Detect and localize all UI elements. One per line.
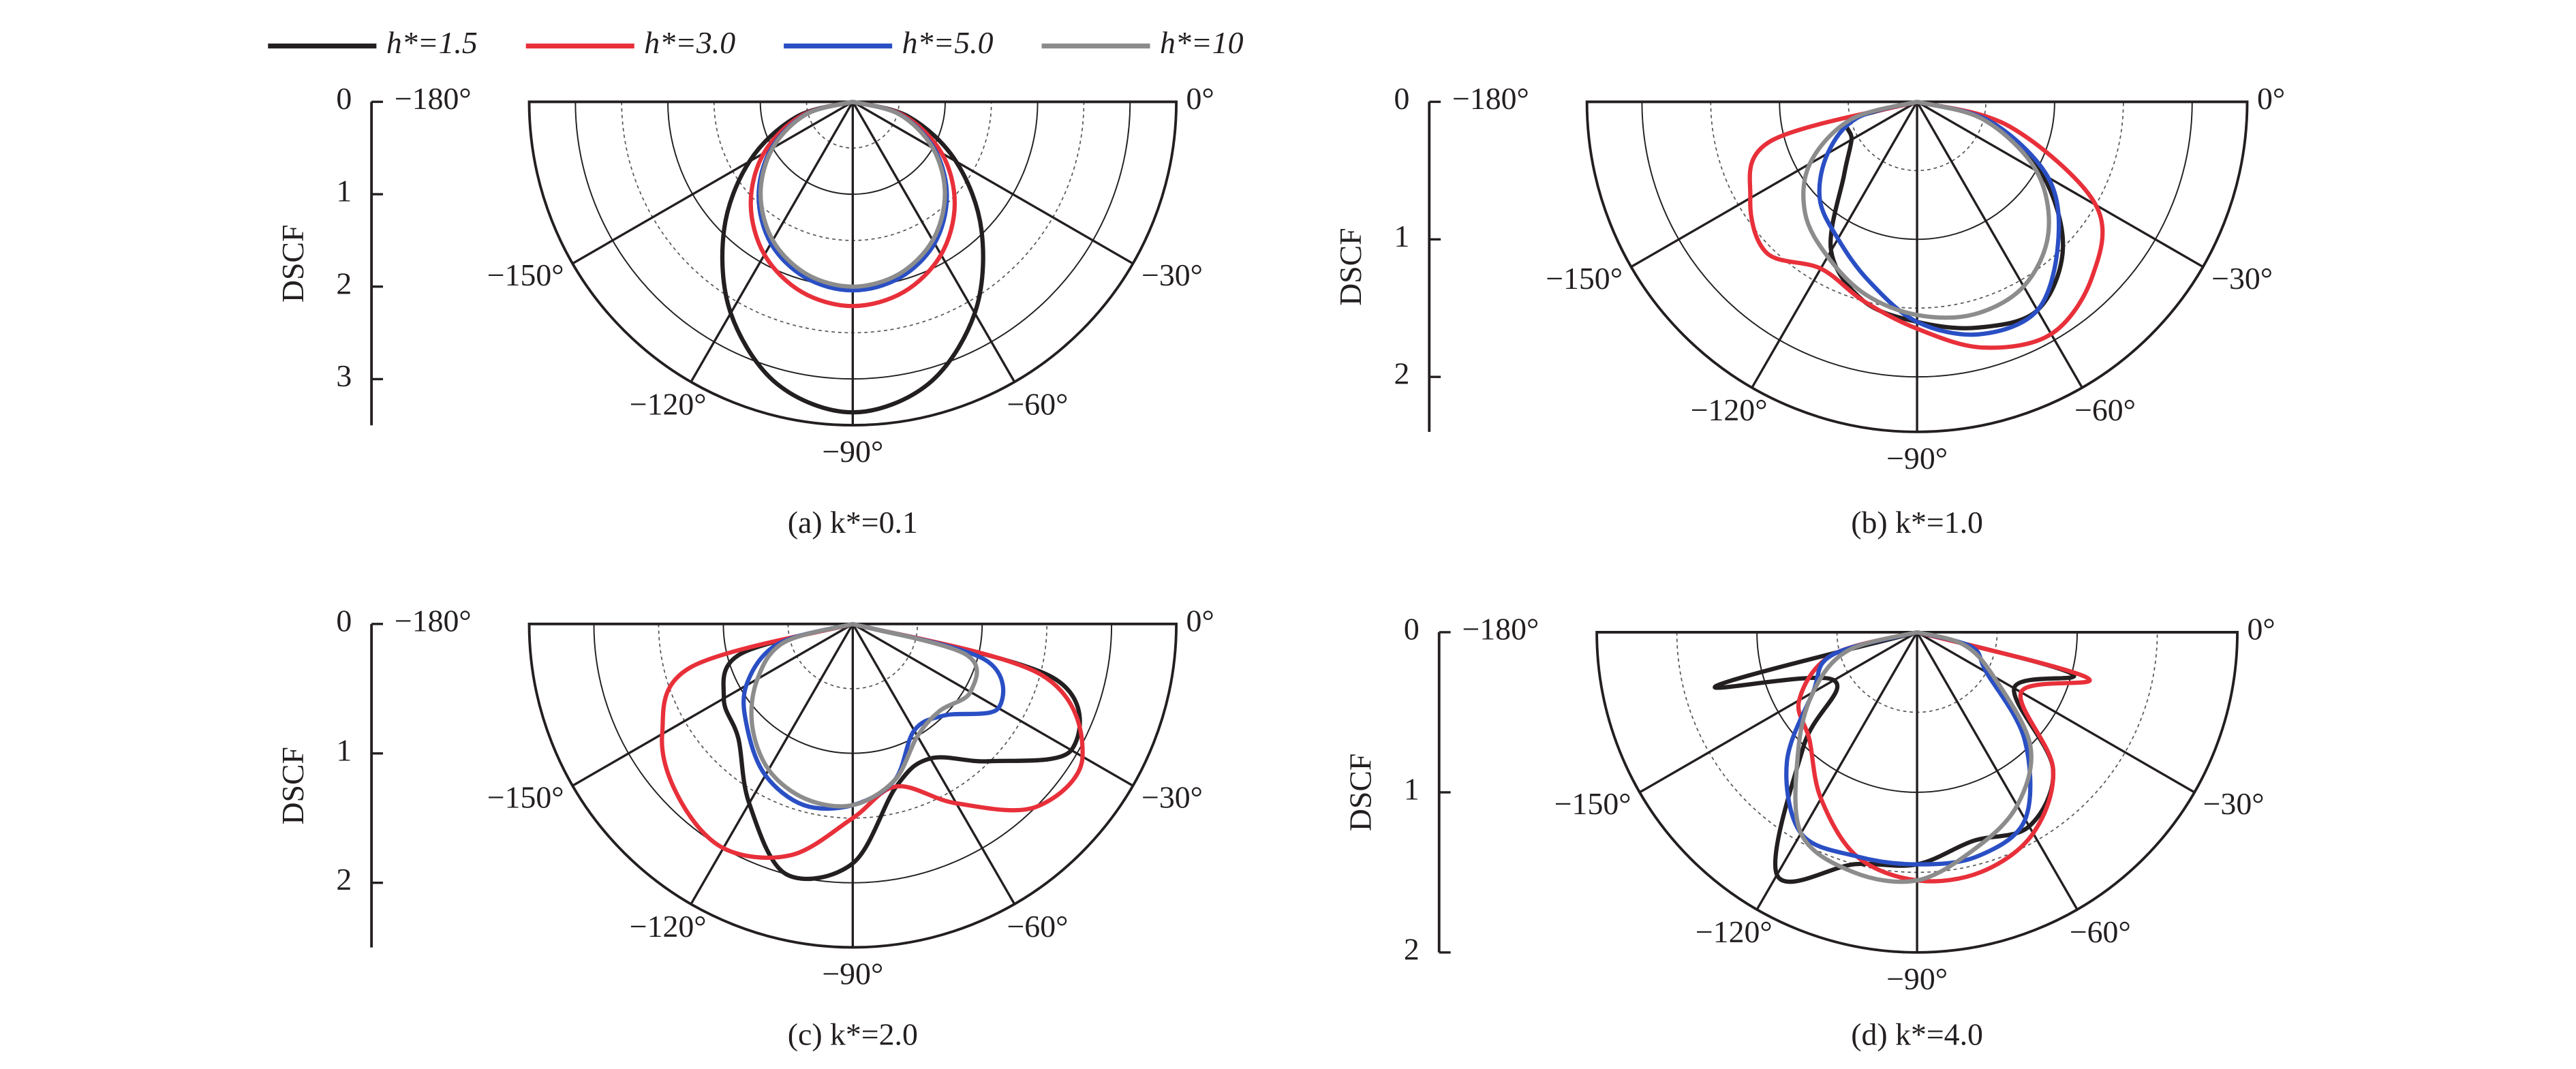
series-curve [721,621,1082,882]
radial-tick-label: 0 [336,603,352,638]
radial-tick-label: 2 [336,862,352,897]
angle-tick-label: −120° [1696,914,1773,949]
angle-tick-label: −30° [2203,786,2265,821]
series-curve [1747,99,2105,350]
radial-tick-label: 1 [336,732,352,767]
angle-tick-label: −180° [395,81,472,116]
angle-tick-label: −60° [2074,392,2136,427]
angle-spoke [572,623,854,787]
radial-tick-label: 1 [1394,219,1409,253]
polar-panel: 0° −30° −60° −90° −120° −150° −180° 0 1 2 DSCF (b) … [1333,81,2285,540]
angle-tick-label: −30° [2211,261,2273,296]
angle-spoke [1755,632,1918,910]
angle-tick-label: −90° [1886,961,1948,996]
polar-frame [1585,100,2249,433]
angle-tick-label: −120° [1691,392,1768,427]
series-curve [1793,630,2034,884]
angle-tick-label: −90° [822,957,883,991]
angle-spoke [852,100,1134,265]
radial-axis-label: DSCF [275,225,310,303]
angle-spoke [1916,101,2083,388]
angle-spoke [1916,100,2204,268]
angle-spoke [852,623,1134,787]
angle-tick-label: −180° [395,603,472,638]
legend-label: h*=3.0 [644,25,735,60]
angle-tick-label: −60° [1007,909,1068,944]
radial-axis-label: DSCF [275,747,310,825]
radial-tick-label: 2 [1394,356,1409,391]
angle-tick-label: −120° [630,909,707,944]
angle-spoke [690,623,854,905]
radial-tick-label: 1 [336,174,352,208]
panel-caption: (a) k*=0.1 [788,505,918,540]
series-curve [720,99,985,415]
series-curve [1828,99,2066,330]
series-curve [748,99,957,309]
angle-spoke [1639,631,1918,794]
series-curve [1801,99,2051,320]
series-curve [749,621,979,809]
panel-caption: (c) k*=2.0 [788,1017,918,1052]
angle-tick-label: −150° [1546,261,1623,296]
angle-spoke [1916,632,2079,910]
polar-panel: 0° −30° −60° −90° −120° −150° −180° 0 1 2 DSCF (d) … [1343,611,2275,1051]
angle-tick-label: −150° [487,258,564,292]
series-curve [1784,630,2033,867]
panel-caption: (b) k*=1.0 [1851,505,1983,540]
series-curve [1713,630,2076,884]
angle-tick-label: −90° [1886,441,1948,476]
radial-tick-label: 0 [1404,611,1420,646]
polar-frame [1595,630,2239,954]
radial-axis-label: DSCF [1333,228,1368,306]
series-curve [758,99,947,289]
angle-tick-label: −150° [1554,786,1631,821]
angle-tick-label: −150° [487,779,564,814]
angle-tick-label: 0° [2257,81,2285,116]
radial-tick-label: 3 [336,358,352,393]
angle-spoke [1751,101,1918,388]
radial-tick-label: 0 [1394,81,1409,116]
angle-tick-label: 0° [2248,611,2275,646]
angle-tick-label: −120° [630,387,707,422]
polar-frame [527,100,1178,427]
polar-panel: 0° −30° −60° −90° −120° −150° −180° 0 1 2 3 DSCF (a)… [275,81,1214,540]
radial-tick-label: 2 [336,266,352,300]
angle-tick-label: −60° [2070,914,2131,949]
radial-tick-label: 0 [336,81,352,116]
polar-panel: 0° −30° −60° −90° −120° −150° −180° 0 1 2 DSCF (c) … [275,603,1214,1051]
angle-spoke [572,100,854,265]
series-curve [1796,630,2092,884]
angle-tick-label: 0° [1186,603,1214,638]
polar-frame [527,622,1178,949]
legend-label: h*=1.5 [386,25,478,60]
angle-spoke [1916,631,2195,794]
series-curve [660,621,1085,861]
angle-tick-label: −30° [1141,779,1203,814]
angle-spoke [1630,100,1918,268]
angle-tick-label: −90° [822,434,883,469]
radial-axis-label: DSCF [1343,754,1377,832]
radial-tick-label: 1 [1404,771,1420,806]
angle-tick-label: −30° [1141,258,1203,292]
angle-tick-label: 0° [1186,81,1214,116]
angle-spoke [851,623,1016,905]
angle-tick-label: −60° [1007,387,1068,422]
legend-label: h*=10 [1160,25,1244,60]
legend-label: h*=5.0 [902,25,994,60]
radial-tick-label: 2 [1404,931,1420,966]
panel-caption: (d) k*=4.0 [1851,1017,1983,1052]
angle-tick-label: −180° [1462,611,1539,646]
series-curve [1817,99,2061,337]
angle-tick-label: −180° [1452,81,1529,116]
